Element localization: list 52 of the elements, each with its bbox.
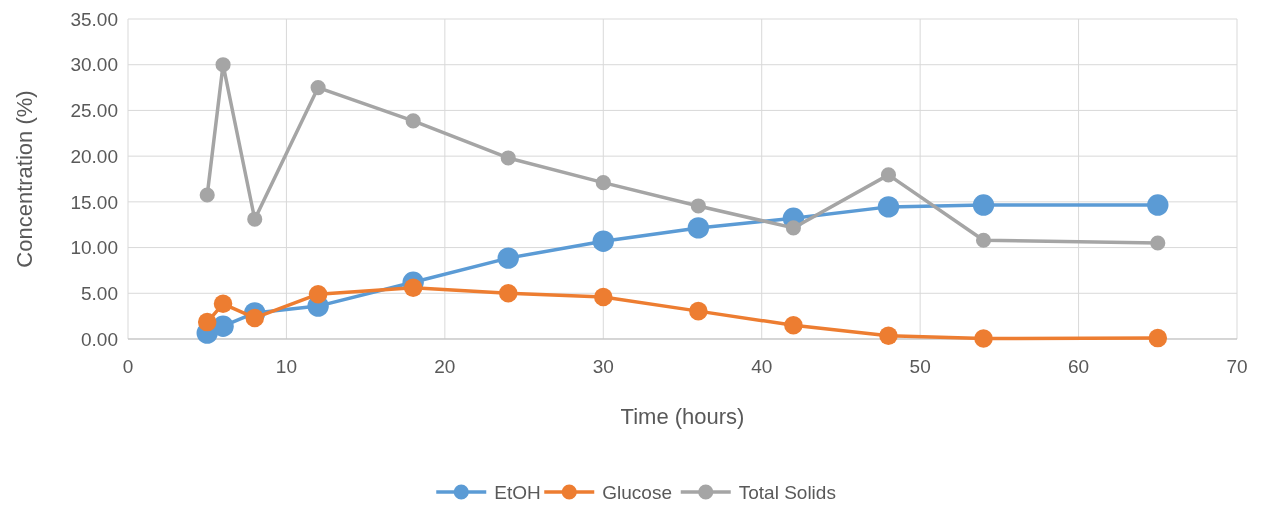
legend-label: EtOH [494, 481, 541, 503]
y-tick-label: 15.00 [70, 191, 118, 213]
point [690, 198, 706, 214]
point [975, 232, 992, 248]
y-tick-label: 0.00 [81, 328, 118, 350]
point [498, 284, 518, 303]
point [405, 113, 421, 129]
point [199, 187, 215, 203]
point [880, 167, 897, 183]
point [197, 312, 217, 332]
x-tick-label: 50 [909, 356, 931, 377]
point [595, 175, 611, 191]
point [212, 315, 234, 337]
point [784, 316, 803, 335]
x-tick-label: 20 [434, 356, 456, 377]
point [687, 217, 710, 239]
point [1147, 194, 1169, 216]
point [500, 150, 516, 166]
point [245, 308, 265, 328]
y-tick-label: 25.00 [70, 100, 118, 122]
point [215, 57, 231, 73]
x-axis-title: Time (hours) [620, 404, 745, 429]
x-tick-label: 60 [1068, 356, 1090, 377]
x-tick-label: 70 [1226, 356, 1248, 377]
point [213, 294, 233, 314]
point [310, 80, 326, 96]
x-tick-label: 0 [122, 356, 134, 377]
point [972, 194, 995, 216]
x-tick-label: 30 [592, 356, 614, 377]
point [1148, 328, 1168, 348]
point [592, 230, 614, 252]
point [247, 211, 263, 227]
y-tick-label: 10.00 [70, 237, 118, 259]
y-axis-title: Concentration (%) [12, 90, 37, 268]
y-tick-label: 20.00 [70, 145, 118, 167]
x-tick-label: 40 [751, 356, 773, 377]
point [879, 326, 898, 346]
y-tick-label: 35.00 [70, 8, 118, 30]
point [594, 287, 613, 307]
y-tick-label: 30.00 [70, 54, 118, 76]
point [1150, 235, 1166, 251]
legend-label: Glucose [602, 481, 672, 503]
point [689, 301, 708, 321]
point [877, 196, 900, 218]
legend-label: Total Solids [738, 481, 836, 503]
point [308, 284, 328, 304]
point [974, 329, 993, 348]
point [403, 278, 423, 298]
x-tick-label: 10 [275, 356, 297, 377]
point [497, 247, 519, 269]
y-tick-label: 5.00 [81, 282, 118, 304]
point [785, 220, 801, 236]
